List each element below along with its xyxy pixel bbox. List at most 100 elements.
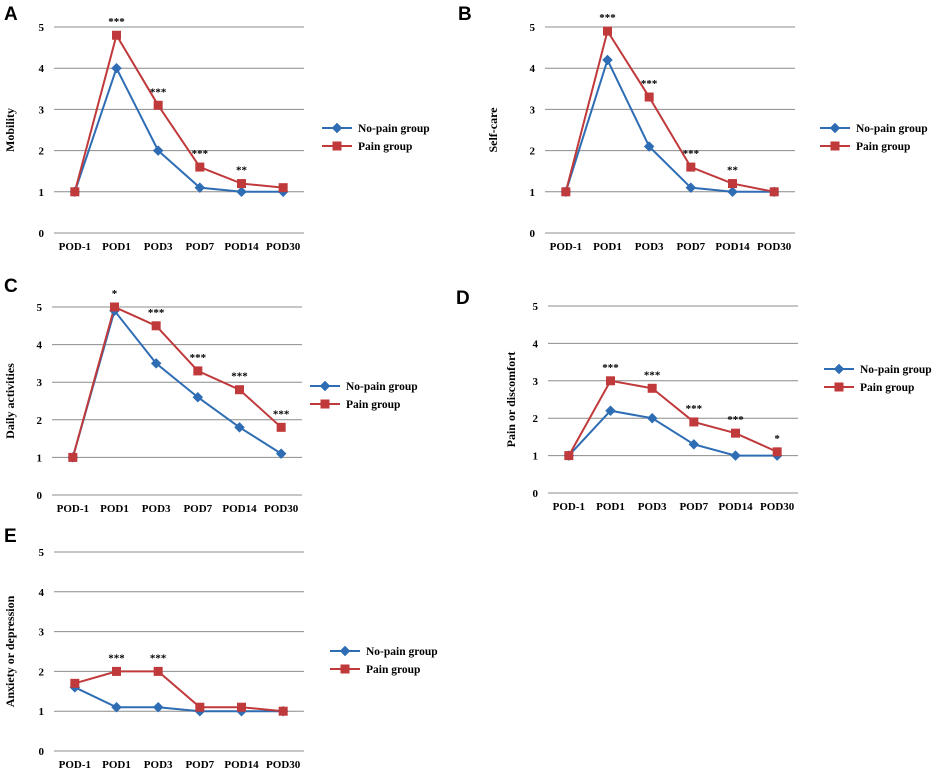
y-axis-label: Self-care — [486, 107, 500, 153]
y-tick-label: 1 — [530, 187, 536, 199]
y-tick-label: 5 — [39, 22, 45, 34]
square-point — [235, 385, 244, 395]
x-tick-label: POD3 — [635, 241, 664, 253]
legend-label: No-pain group — [856, 123, 928, 135]
chart-b-svg: 0 1 2 3 4 5 POD-1 POD1 POD3 POD7 POD14 POD30 Self-ca… — [486, 12, 928, 253]
significance-marker: *** — [727, 414, 744, 426]
diamond-point — [234, 421, 245, 433]
significance-marker: ** — [727, 165, 739, 177]
square-point — [728, 179, 737, 189]
legend-label: No-pain group — [346, 381, 418, 393]
diamond-point — [194, 182, 206, 194]
significance-marker: *** — [273, 408, 290, 420]
y-tick-label: 0 — [37, 490, 43, 502]
series-line-no-pain-group — [74, 686, 284, 713]
significance-marker: ** — [236, 165, 248, 177]
y-tick-label: 3 — [37, 377, 43, 389]
y-axis-label: Anxiety or depression — [3, 595, 17, 707]
diamond-point — [688, 439, 700, 450]
series-line-no-pain-group — [71, 308, 282, 458]
x-tick-label: POD7 — [183, 503, 212, 515]
series-line-pain-group — [71, 305, 282, 458]
legend-diamond-icon — [319, 380, 331, 392]
square-point — [112, 30, 121, 40]
y-tick-label: 1 — [39, 706, 45, 718]
significance-marker: *** — [683, 148, 700, 160]
significance-marker: *** — [108, 16, 125, 28]
series-line-pain-group — [73, 32, 284, 193]
x-tick-label: POD30 — [264, 503, 299, 515]
square-point — [564, 451, 574, 461]
y-tick-label: 2 — [39, 666, 45, 678]
significance-marker: * — [774, 433, 780, 445]
x-tick-label: POD30 — [757, 241, 792, 253]
square-point — [237, 702, 246, 712]
x-tick-label: POD-1 — [57, 503, 89, 515]
x-tick-label: POD3 — [144, 241, 173, 253]
significance-marker: *** — [150, 86, 167, 98]
diamond-point — [275, 448, 287, 459]
square-point — [689, 417, 699, 427]
y-axis-label: Pain or discomfort — [504, 352, 518, 448]
significance-marker: *** — [231, 371, 248, 383]
square-point — [278, 706, 288, 716]
x-tick-label: POD14 — [224, 241, 259, 253]
legend-label: No-pain group — [358, 123, 430, 135]
significance-marker: *** — [148, 307, 165, 319]
legend-label: Pain group — [358, 141, 412, 153]
series-line-no-pain-group — [568, 409, 778, 457]
square-point — [68, 452, 78, 462]
y-tick-label: 0 — [39, 228, 45, 240]
diamond-point — [152, 145, 164, 156]
y-tick-label: 4 — [39, 587, 45, 599]
series-line-pain-group — [567, 379, 778, 457]
diamond-point — [643, 141, 655, 152]
significance-marker: *** — [192, 148, 209, 160]
y-tick-label: 0 — [533, 488, 539, 500]
square-point — [153, 666, 163, 676]
panel-letter: D — [456, 288, 470, 309]
x-tick-label: POD1 — [596, 501, 625, 513]
legend-square-icon — [320, 399, 330, 409]
panel-d: D 0 1 2 3 4 5 POD-1 POD1 POD3 POD7 POD14 POD30 Pain … — [456, 262, 945, 528]
y-axis-label: Daily activities — [3, 363, 17, 439]
significance-marker: *** — [150, 652, 167, 664]
diamond-point — [152, 701, 164, 713]
significance-marker: *** — [686, 403, 703, 415]
x-tick-label: POD7 — [185, 759, 214, 771]
x-tick-label: POD-1 — [59, 241, 91, 253]
chart-a-svg: 0 1 2 3 4 5 POD-1 POD1 POD3 POD7 POD14 POD30 Mobilit… — [3, 16, 430, 253]
diamond-point — [236, 186, 247, 198]
square-point — [195, 702, 205, 712]
square-point — [153, 100, 163, 110]
square-point — [70, 678, 80, 688]
square-point — [276, 422, 286, 432]
y-tick-label: 2 — [39, 146, 45, 158]
legend-diamond-icon — [331, 122, 343, 134]
square-point — [603, 26, 612, 36]
legend-label: No-pain group — [366, 646, 438, 658]
diamond-point — [646, 412, 658, 424]
y-tick-label: 1 — [533, 451, 539, 463]
diamond-point — [150, 358, 162, 369]
y-tick-label: 5 — [39, 547, 45, 559]
x-tick-label: POD-1 — [553, 501, 585, 513]
panel-letter: A — [4, 4, 18, 25]
legend-label: Pain group — [856, 141, 910, 153]
y-tick-label: 3 — [533, 376, 539, 388]
significance-marker: *** — [108, 652, 125, 664]
square-point — [731, 428, 740, 438]
panel-letter: B — [458, 4, 472, 25]
x-tick-label: POD3 — [638, 501, 667, 513]
y-tick-label: 3 — [530, 104, 536, 116]
panel-letter: E — [4, 526, 17, 547]
series-line-pain-group — [564, 28, 775, 193]
square-point — [151, 321, 161, 331]
y-tick-label: 1 — [37, 452, 43, 464]
square-point — [193, 366, 203, 376]
y-tick-label: 4 — [533, 338, 539, 350]
x-tick-label: POD30 — [760, 501, 795, 513]
series-line-no-pain-group — [73, 65, 284, 193]
panel-letter: C — [4, 276, 18, 297]
x-tick-label: POD1 — [100, 503, 129, 515]
